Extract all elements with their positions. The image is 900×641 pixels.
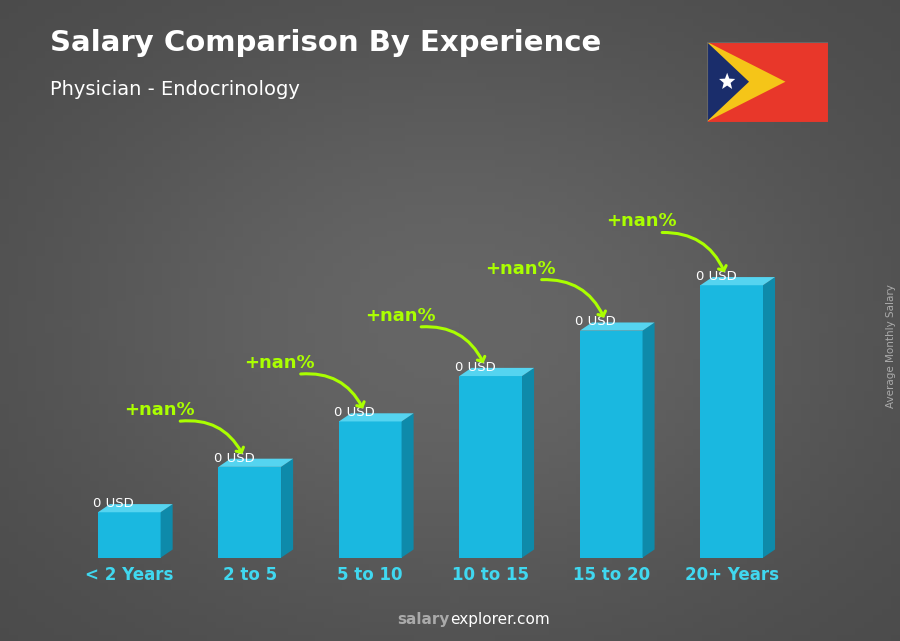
Bar	[700, 285, 763, 558]
Polygon shape	[401, 413, 414, 558]
Bar	[580, 331, 643, 558]
Text: 0 USD: 0 USD	[334, 406, 374, 419]
Text: Physician - Endocrinology: Physician - Endocrinology	[50, 80, 300, 99]
Polygon shape	[98, 504, 173, 512]
Polygon shape	[219, 459, 293, 467]
Bar	[459, 376, 522, 558]
Text: Average Monthly Salary: Average Monthly Salary	[886, 284, 896, 408]
Bar	[219, 467, 281, 558]
Polygon shape	[643, 322, 654, 558]
Text: +nan%: +nan%	[606, 212, 677, 230]
Text: salary: salary	[398, 612, 450, 627]
Polygon shape	[763, 277, 775, 558]
Text: explorer.com: explorer.com	[450, 612, 550, 627]
Polygon shape	[522, 368, 534, 558]
Text: 0 USD: 0 USD	[213, 452, 255, 465]
Polygon shape	[719, 72, 735, 89]
Polygon shape	[706, 42, 749, 122]
Text: +nan%: +nan%	[124, 401, 194, 419]
Polygon shape	[700, 277, 775, 285]
Polygon shape	[281, 459, 293, 558]
Text: 0 USD: 0 USD	[696, 270, 736, 283]
Polygon shape	[706, 42, 786, 122]
Polygon shape	[339, 413, 414, 422]
Text: Salary Comparison By Experience: Salary Comparison By Experience	[50, 29, 601, 57]
Bar	[98, 512, 160, 558]
Text: 0 USD: 0 USD	[93, 497, 134, 510]
Text: 0 USD: 0 USD	[454, 361, 495, 374]
Polygon shape	[459, 368, 534, 376]
Text: +nan%: +nan%	[485, 260, 556, 278]
Bar	[339, 422, 401, 558]
Text: +nan%: +nan%	[365, 307, 436, 325]
Text: +nan%: +nan%	[245, 354, 315, 372]
Polygon shape	[580, 322, 654, 331]
Text: 0 USD: 0 USD	[575, 315, 616, 328]
Polygon shape	[160, 504, 173, 558]
